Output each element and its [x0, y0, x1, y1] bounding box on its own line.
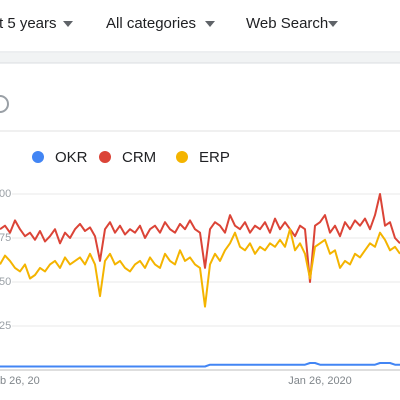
dropdown-arrow — [63, 21, 73, 27]
legend-label: OKR — [55, 149, 88, 166]
category-dropdown[interactable]: All categories — [106, 15, 196, 32]
y-tick-label: 50 — [0, 276, 11, 288]
legend-swatch — [176, 151, 188, 163]
x-tick-label: Jan 26, 2020 — [288, 375, 352, 387]
series-line — [0, 362, 400, 368]
dropdown-arrow — [328, 21, 338, 27]
legend-label: ERP — [199, 149, 230, 166]
help-circle — [0, 95, 9, 113]
series-line — [0, 228, 400, 308]
series-line — [0, 193, 400, 283]
legend-swatch — [32, 151, 44, 163]
y-tick-label: 00 — [0, 188, 11, 200]
x-tick-label: b 26, 20 — [0, 375, 40, 387]
time-dropdown[interactable]: t 5 years — [0, 15, 57, 32]
y-tick-label: 25 — [0, 320, 11, 332]
dropdown-arrow — [205, 21, 215, 27]
search-type-dropdown[interactable]: Web Search — [246, 15, 328, 32]
help-icon[interactable] — [0, 95, 9, 113]
legend-label: CRM — [122, 149, 156, 166]
toolbar — [0, 0, 400, 52]
page-gap — [0, 53, 400, 63]
legend-swatch — [99, 151, 111, 163]
y-tick-label: 75 — [0, 232, 11, 244]
